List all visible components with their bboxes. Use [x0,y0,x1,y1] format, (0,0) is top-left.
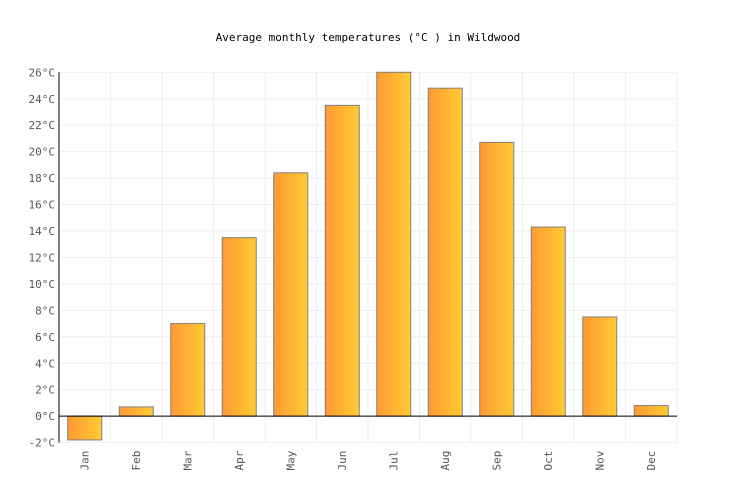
bar-mar [170,323,206,417]
x-tick-label: Nov [594,450,607,470]
bar-aug [427,87,463,417]
x-tick-label: Jun [336,451,349,471]
x-tick-label: Oct [542,451,555,471]
x-axis-ticks: Jan Feb Mar Apr May Jun Jul Aug Sep Oct Nov Dec [79,450,659,470]
y-tick-label: 4°C [35,357,55,370]
y-tick-label: 12°C [29,251,56,264]
y-axis-ticks: -2°C 0°C 2°C 4°C 6°C 8°C 10°C 12°C 14°C 16°C 18°C 2… [29,66,56,449]
y-tick-label: 2°C [35,384,55,397]
y-tick-label: 10°C [29,278,56,291]
x-tick-label: Sep [491,451,504,471]
bar-nov [582,316,618,417]
x-tick-label: May [285,450,298,470]
bar-jan [67,415,103,441]
x-tick-label: Aug [439,451,452,471]
bar-apr [221,237,257,417]
x-tick-label: Mar [182,450,195,470]
y-tick-label: 8°C [35,304,55,317]
bar-sep [479,141,515,417]
y-tick-label: -2°C [29,437,56,450]
bar-oct [530,226,566,417]
y-tick-label: 24°C [29,93,56,106]
y-tick-label: 6°C [35,331,55,344]
bars [59,71,677,441]
bar-dec [633,405,669,417]
bar-may [273,172,309,417]
chart-title: Average monthly temperatures (°C ) in Wi… [216,31,521,44]
y-tick-label: 20°C [29,146,56,159]
y-tick-label: 16°C [29,199,56,212]
bar-feb [118,406,154,417]
x-tick-label: Jan [79,451,92,471]
bar-jun [324,104,360,417]
bar-jul [376,71,412,417]
x-tick-label: Apr [233,450,246,470]
x-tick-label: Jul [388,451,401,471]
y-tick-label: 0°C [35,410,55,423]
y-tick-label: 18°C [29,172,56,185]
grid [58,71,678,444]
y-tick-label: 22°C [29,119,56,132]
y-tick-label: 26°C [29,66,56,79]
x-tick-label: Dec [645,451,658,471]
y-tick-label: 14°C [29,225,56,238]
x-tick-label: Feb [130,451,143,471]
